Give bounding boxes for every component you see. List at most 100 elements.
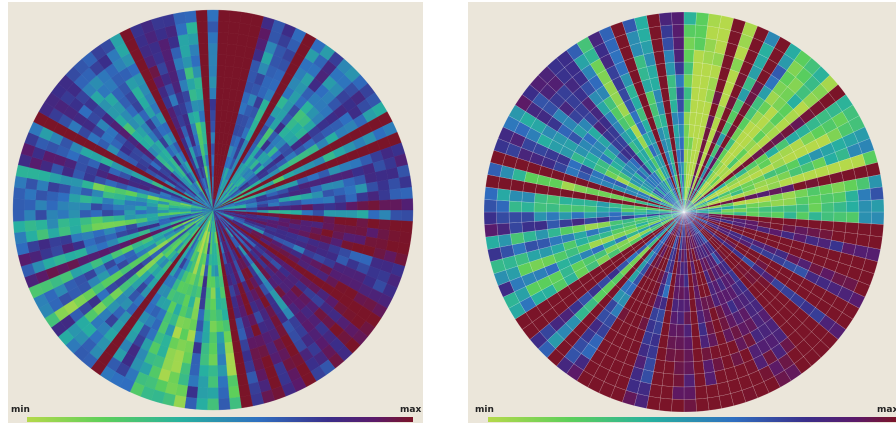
heatmap-cell [683, 99, 692, 113]
heatmap-cell [858, 200, 872, 213]
heatmap-cell [207, 32, 219, 44]
heatmap-cell [312, 203, 325, 211]
heatmap-cell [571, 218, 586, 227]
heatmap-cell [24, 219, 37, 232]
heatmap-cell [189, 363, 200, 377]
heatmap-cell [400, 187, 413, 200]
heatmap-cell [546, 211, 560, 221]
heatmap-cell [368, 200, 380, 211]
heatmap-cell [201, 331, 210, 344]
heatmap-cell [691, 335, 702, 350]
heatmap-cell [207, 398, 219, 411]
heatmap-cell [57, 192, 70, 202]
heatmap-cell [199, 54, 210, 67]
heatmap-cell [57, 218, 70, 228]
heatmap-cell [661, 37, 675, 52]
heatmap-cell [301, 204, 314, 211]
heatmap-cell [680, 161, 685, 175]
heatmap-cell [672, 373, 685, 388]
polar-heatmap [12, 9, 414, 411]
heatmap-cell [208, 65, 218, 77]
heatmap-cell [683, 299, 691, 313]
heatmap-cell [771, 211, 785, 219]
heatmap-cell [184, 10, 198, 24]
heatmap-cell [35, 199, 47, 211]
heatmap-cell [185, 21, 198, 35]
heatmap-cell [534, 192, 548, 204]
heatmap-cell [216, 54, 227, 67]
heatmap-cell [671, 11, 685, 26]
heatmap-cell [389, 219, 402, 232]
heatmap-cell [683, 49, 695, 63]
heatmap-cell [702, 359, 715, 374]
heatmap-cell [821, 211, 835, 222]
heatmap-cell [368, 209, 380, 220]
heatmap-cell [796, 211, 810, 221]
heatmap-cell [390, 199, 403, 211]
heatmap-cell [357, 200, 369, 211]
heatmap-cell [79, 202, 92, 211]
heatmap-cell [683, 36, 696, 51]
heatmap-cell [195, 398, 208, 411]
heatmap-cell [844, 189, 859, 203]
heatmap-cell [58, 226, 71, 237]
heatmap-cell [35, 209, 47, 221]
heatmap-cell [15, 242, 30, 256]
heatmap-cell [68, 201, 81, 211]
heatmap-cell [758, 206, 772, 213]
heatmap-cell [533, 202, 547, 213]
heatmap-cell [669, 99, 678, 114]
heatmap-cell [205, 120, 211, 133]
heatmap-cell [209, 87, 217, 100]
heatmap-cell [695, 12, 710, 27]
heatmap-cell [833, 201, 847, 213]
heatmap-cell [521, 211, 535, 223]
heatmap-cell [857, 222, 872, 236]
heatmap-cell [211, 154, 215, 166]
heatmap-cell [675, 74, 685, 88]
heatmap-cell [345, 209, 358, 219]
heatmap-cell [378, 189, 391, 201]
heatmap-cell [79, 194, 92, 204]
heatmap-cell [844, 221, 859, 235]
heatmap-cell [223, 330, 233, 344]
heatmap-cell [658, 397, 673, 412]
heatmap-cell [674, 349, 685, 363]
heatmap-cell [857, 188, 872, 202]
heatmap-cell [193, 76, 203, 90]
heatmap-cell [663, 49, 675, 64]
heatmap-cell [378, 219, 391, 231]
heatmap-cell [35, 189, 48, 201]
heatmap-cell [123, 204, 136, 211]
heatmap-cell [721, 208, 735, 213]
heatmap-cell [675, 336, 685, 350]
colorbar-min-label: min [11, 405, 30, 415]
heatmap-cell [683, 261, 689, 275]
heatmap-cell [690, 323, 700, 337]
heatmap-cell [508, 200, 523, 213]
heatmap-cell [36, 228, 49, 241]
heatmap-cell [217, 43, 228, 56]
heatmap-cell [228, 10, 242, 24]
heatmap-cell [201, 76, 210, 89]
heatmap-cell [820, 220, 834, 232]
heatmap-cell [400, 220, 413, 233]
heatmap-cell [312, 197, 325, 205]
heatmap-cell [334, 194, 347, 204]
heatmap-cell [664, 348, 676, 362]
heatmap-cell [832, 191, 847, 203]
heatmap-cell [206, 132, 212, 144]
heatmap-cell [216, 353, 227, 366]
heatmap-cell [207, 376, 219, 388]
heatmap-cell [334, 209, 347, 218]
heatmap-cell [196, 21, 209, 34]
heatmap-cell [79, 216, 92, 226]
heatmap-cell [483, 211, 498, 225]
heatmap-cell [596, 211, 610, 218]
heatmap-cell [869, 223, 884, 238]
heatmap-cell [533, 211, 547, 222]
heatmap-cell [334, 216, 347, 226]
heatmap-cell [808, 211, 822, 221]
heatmap-cell [367, 190, 380, 202]
heatmap-cell [112, 204, 125, 211]
